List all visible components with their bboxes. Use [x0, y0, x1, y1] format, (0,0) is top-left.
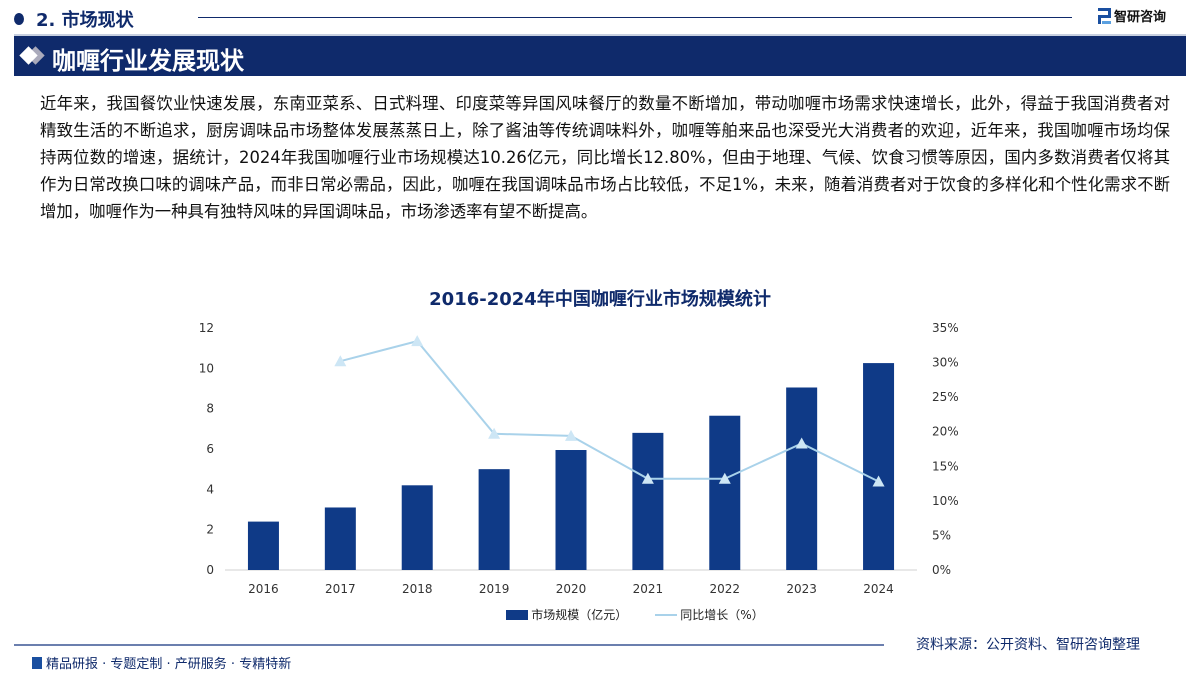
- chart-legend: 市场规模（亿元） 同比增长（%）: [0, 606, 1200, 623]
- y-right-tick-label: 5%: [932, 528, 951, 542]
- y-left-tick-label: 6: [206, 442, 214, 456]
- bar: [324, 507, 356, 570]
- bar: [863, 363, 895, 570]
- y-right-tick-label: 15%: [932, 459, 959, 473]
- y-right-tick-label: 0%: [932, 563, 951, 577]
- section-title: 2. 市场现状: [36, 10, 134, 31]
- slogan-text: 精品研报 · 专题定制 · 产研服务 · 专精特新: [46, 657, 292, 672]
- x-tick-label: 2016: [248, 582, 279, 596]
- section-bullet: [14, 13, 24, 25]
- growth-point: [641, 472, 654, 484]
- legend-swatch-bar: [506, 609, 529, 620]
- x-tick-label: 2020: [556, 582, 587, 596]
- bar: [478, 469, 510, 570]
- y-right-tick-label: 25%: [932, 390, 959, 404]
- bar: [786, 387, 818, 570]
- bar: [632, 432, 664, 570]
- y-right-tick-label: 30%: [932, 356, 959, 370]
- growth-point: [411, 335, 424, 347]
- growth-point: [565, 429, 577, 441]
- logo-icon: [32, 656, 42, 669]
- logo-icon: [1098, 7, 1111, 24]
- source-note: 资料来源：公开资料、智研咨询整理: [916, 637, 1140, 653]
- y-left-tick-label: 10: [199, 361, 214, 375]
- x-tick-label: 2022: [710, 582, 741, 596]
- y-left-tick-label: 12: [199, 321, 214, 335]
- growth-point: [872, 475, 885, 487]
- banner-title: 咖喱行业发展现状: [52, 47, 244, 75]
- y-left-tick-label: 4: [206, 482, 214, 496]
- y-right-tick-label: 10%: [932, 494, 959, 508]
- bar: [401, 485, 433, 570]
- y-left-tick-label: 8: [206, 402, 214, 416]
- legend-label: 同比增长（%）: [680, 608, 764, 622]
- growth-line: [340, 340, 879, 483]
- growth-point: [488, 427, 501, 439]
- title-banner: 咖喱行业发展现状: [14, 34, 1186, 76]
- y-left-tick-label: 0: [206, 563, 214, 577]
- legend-swatch-line: [655, 613, 678, 616]
- bar: [555, 450, 587, 570]
- brand-logo: 智研咨询: [1098, 6, 1166, 25]
- x-tick-label: 2018: [402, 582, 433, 596]
- y-right-tick-label: 35%: [932, 321, 959, 335]
- x-tick-label: 2019: [479, 582, 510, 596]
- growth-point: [718, 472, 731, 484]
- footer-slogan: 精品研报 · 专题定制 · 产研服务 · 专精特新: [32, 653, 291, 672]
- chart-title: 2016-2024年中国咖喱行业市场规模统计: [429, 289, 771, 310]
- growth-point: [334, 355, 347, 367]
- y-left-tick-label: 2: [206, 523, 214, 537]
- growth-point: [795, 437, 808, 449]
- x-tick-label: 2023: [786, 582, 817, 596]
- x-tick-label: 2024: [863, 582, 894, 596]
- x-tick-label: 2017: [325, 582, 356, 596]
- footer-divider: [14, 644, 884, 646]
- legend-item-bar: 市场规模（亿元）: [506, 606, 627, 623]
- header-divider: [198, 17, 1072, 18]
- body-paragraph: 近年来，我国餐饮业快速发展，东南亚菜系、日式料理、印度菜等异国风味餐厅的数量不断…: [40, 94, 1170, 221]
- x-tick-label: 2021: [633, 582, 664, 596]
- bar: [709, 415, 741, 570]
- brand-name: 智研咨询: [1114, 10, 1167, 25]
- y-right-tick-label: 20%: [932, 425, 959, 439]
- legend-item-line: 同比增长（%）: [655, 606, 764, 623]
- legend-label: 市场规模（亿元）: [531, 608, 628, 622]
- bar: [247, 521, 279, 570]
